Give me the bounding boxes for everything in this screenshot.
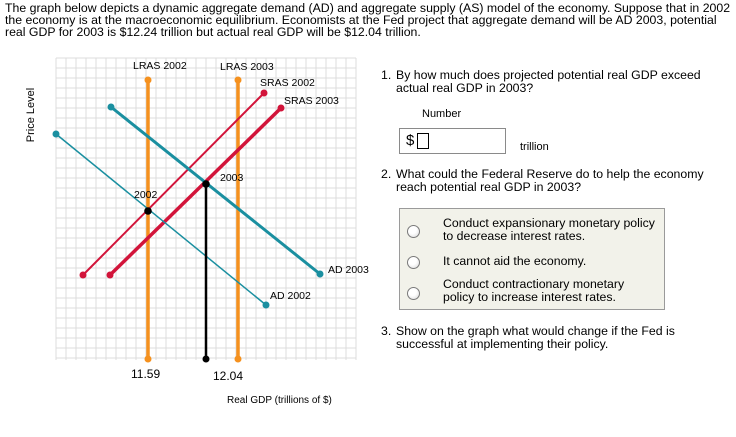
equilibrium-label-2002: 2002: [134, 189, 158, 201]
unit-label: trillion: [520, 141, 549, 153]
lras-2003-endpoint[interactable]: [234, 355, 242, 363]
radio-button[interactable]: [407, 225, 420, 238]
graph-grid: [55, 57, 357, 360]
drop-line-endpoint: [202, 355, 210, 363]
answer-choices: Conduct expansionary monetary policy to …: [399, 208, 665, 310]
sras-2003-curve[interactable]: [108, 106, 283, 277]
sras-2002-curve[interactable]: [82, 92, 265, 276]
choice-label: Conduct expansionary monetary policy to …: [443, 216, 655, 243]
problem-statement: The graph below depicts a dynamic aggreg…: [5, 1, 731, 39]
x-tick-label: 12.04: [213, 369, 243, 383]
y-axis-title-group: Price Level: [25, 88, 37, 142]
sras-2003-endpoint[interactable]: [277, 104, 285, 112]
x-axis-title: Real GDP (trillions of $): [227, 395, 332, 406]
x-tick-label: 11.59: [131, 367, 160, 381]
ad-2002-endpoint[interactable]: [52, 130, 60, 138]
ad-2003-label: AD 2003: [328, 264, 369, 276]
ad-2003-endpoint[interactable]: [107, 103, 115, 111]
radio-button[interactable]: [407, 287, 420, 300]
question-3-text: Show on the graph what would change if t…: [396, 324, 675, 351]
lras-2002-label: LRAS 2002: [133, 60, 187, 72]
question-2-text: What could the Federal Reserve do to hel…: [396, 167, 704, 194]
answer-input[interactable]: [417, 133, 429, 149]
ad-2002-endpoint[interactable]: [262, 301, 270, 309]
ad-2003-endpoint[interactable]: [316, 270, 324, 278]
lras-2002-endpoint[interactable]: [144, 355, 152, 363]
radio-button[interactable]: [407, 256, 420, 269]
question-3: 3. Show on the graph what would change i…: [381, 325, 726, 351]
dollar-sign: $: [406, 132, 415, 149]
ad-2003-curve[interactable]: [110, 105, 321, 276]
question-2-number: 2.: [381, 167, 392, 181]
answer-input-box[interactable]: $: [399, 128, 506, 154]
equilibrium-point-2002[interactable]: [144, 207, 152, 215]
equilibrium-label-2003: 2003: [220, 172, 244, 184]
lras-2003-label: LRAS 2003: [220, 61, 274, 73]
y-axis-title: Price Level: [25, 88, 37, 142]
question-1-number: 1.: [381, 68, 392, 82]
sras-2002-endpoint[interactable]: [79, 271, 87, 279]
sras-2003-label: SRAS 2003: [284, 95, 339, 107]
ad-2002-label: AD 2002: [270, 290, 311, 302]
question-3-number: 3.: [381, 324, 392, 338]
equilibrium-point-2003[interactable]: [202, 180, 210, 188]
ad-2002-curve[interactable]: [55, 133, 267, 306]
sras-2002-label: SRAS 2002: [260, 77, 315, 89]
question-1-text: By how much does projected potential rea…: [396, 68, 701, 95]
lras-2003-endpoint[interactable]: [234, 76, 242, 84]
question-2: 2. What could the Federal Reserve do to …: [381, 168, 721, 194]
sras-2003-endpoint[interactable]: [106, 271, 114, 279]
choice-label: It cannot aid the economy.: [443, 254, 587, 268]
choice-label: Conduct contractionary monetary policy t…: [443, 277, 625, 304]
question-1: 1. By how much does projected potential …: [381, 69, 721, 95]
number-label: Number: [422, 108, 462, 120]
sras-2002-endpoint[interactable]: [260, 89, 268, 97]
lras-2002-endpoint[interactable]: [144, 76, 152, 84]
